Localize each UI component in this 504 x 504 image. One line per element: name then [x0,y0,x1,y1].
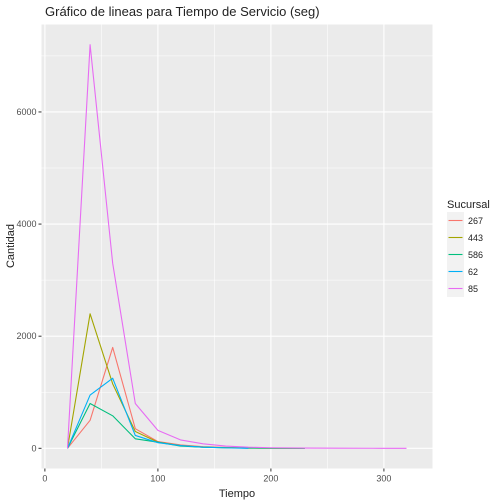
y-axis-ticks: 0 2000 4000 6000 [16,107,42,453]
legend-label-267: 267 [468,216,483,226]
legend-label-85: 85 [468,284,478,294]
y-tick-label: 4000 [16,219,36,229]
chart-title: Gráfico de lineas para Tiempo de Servici… [45,4,320,19]
x-axis-ticks: 0 100 200 300 [42,468,391,484]
grid-lines [41,24,433,469]
x-tick-label: 100 [150,474,165,484]
y-tick-label: 2000 [16,331,36,341]
x-axis-title: Tiempo [219,488,255,500]
legend-label-443: 443 [468,233,483,243]
y-tick-label: 0 [31,443,36,453]
legend-label-586: 586 [468,250,483,260]
x-tick-label: 300 [376,474,391,484]
x-tick-label: 200 [263,474,278,484]
series-lines [66,44,407,449]
legend-title: Sucursal [447,199,490,211]
series-line-85 [66,44,407,449]
legend-label-62: 62 [468,267,478,277]
series-line-62 [66,377,249,449]
plot-panel [41,24,433,469]
series-line-586 [66,402,305,449]
y-axis-title: Cantidad [5,224,17,268]
legend: Sucursal 267 443 586 62 85 [447,199,490,297]
x-tick-label: 0 [42,474,47,484]
y-tick-label: 6000 [16,107,36,117]
